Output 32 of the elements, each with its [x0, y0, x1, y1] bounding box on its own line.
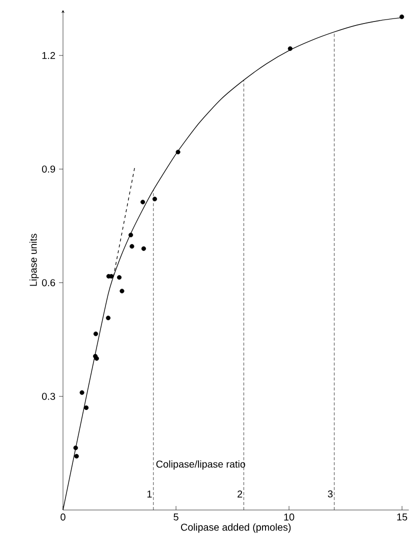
point	[74, 454, 79, 459]
annotation: 1	[147, 490, 152, 498]
annotation: Colipase/lipase ratio	[156, 460, 246, 470]
point	[93, 332, 98, 336]
annotation: 2	[238, 490, 242, 498]
x-tick-label: 5	[174, 514, 178, 520]
y-tick-label: 0.9	[42, 166, 56, 173]
y-tick-label: 1.2	[42, 52, 55, 59]
annotation: 3	[328, 490, 333, 498]
point	[128, 232, 134, 238]
point	[288, 46, 292, 51]
x-tick-label: 15	[397, 514, 408, 520]
x-tick-label: 10	[284, 514, 294, 521]
point	[140, 200, 146, 204]
point	[176, 150, 180, 154]
point	[73, 446, 78, 450]
point	[130, 244, 134, 249]
point	[141, 246, 146, 251]
point	[109, 274, 114, 279]
x-axis-title: Colipase added (pmoles)	[181, 523, 291, 533]
y-axis-title: Lipase units	[30, 234, 39, 286]
point	[116, 275, 122, 280]
point	[152, 196, 158, 202]
y-tick-label: 0.3	[42, 392, 56, 400]
point	[84, 405, 89, 410]
point	[120, 288, 124, 294]
point	[94, 356, 99, 361]
point	[400, 14, 404, 20]
y-tick-label: 0.6	[42, 279, 56, 286]
x-tick-label: 0	[60, 514, 66, 521]
point	[106, 316, 110, 320]
point	[80, 390, 84, 395]
